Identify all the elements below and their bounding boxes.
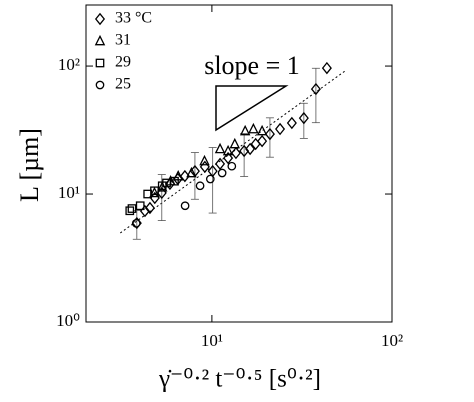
marker-square <box>135 201 145 211</box>
marker-triangle <box>229 137 241 149</box>
marker-triangle <box>186 166 197 178</box>
marker-triangle <box>149 186 160 198</box>
legend-marker <box>94 12 106 26</box>
marker-square <box>125 206 135 216</box>
marker-triangle <box>199 154 210 166</box>
legend-label: 29 <box>115 54 131 71</box>
legend-label: 33 °C <box>115 10 152 27</box>
marker-diamond <box>257 134 268 148</box>
legend-marker <box>95 58 105 68</box>
marker-triangle <box>214 142 226 154</box>
legend-label: 31 <box>115 32 131 49</box>
marker-diamond <box>298 111 309 125</box>
marker-circle <box>131 219 141 228</box>
reference-line <box>119 70 346 234</box>
marker-square <box>127 204 137 213</box>
marker-square <box>170 176 179 186</box>
marker-square <box>150 186 159 196</box>
x-tick-label: 10² <box>381 331 403 350</box>
marker-diamond <box>215 157 226 171</box>
marker-diamond <box>245 142 256 156</box>
marker-diamond <box>275 122 286 136</box>
marker-triangle <box>239 124 251 136</box>
marker-triangle <box>256 124 268 136</box>
x-tick-label: 10¹ <box>201 331 223 350</box>
marker-circle <box>217 168 227 178</box>
plot-frame <box>85 4 393 323</box>
marker-diamond <box>144 201 155 215</box>
annotation: slope = 1 <box>204 51 300 80</box>
marker-circle <box>180 201 190 211</box>
marker-diamond <box>230 146 241 160</box>
marker-circle <box>227 161 237 171</box>
marker-triangle <box>248 122 259 134</box>
y-tick-label: 10² <box>58 55 80 74</box>
legend-label: 25 <box>115 76 131 93</box>
marker-triangle <box>222 144 234 156</box>
x-axis-label: γ̇⁻⁰·² t⁻⁰·⁵ [s⁰·²] <box>158 366 321 393</box>
marker-diamond <box>264 127 275 141</box>
marker-circle <box>195 181 205 191</box>
marker-circle <box>205 174 215 184</box>
marker-diamond <box>286 116 297 130</box>
y-tick-label: 10⁰ <box>56 311 80 330</box>
slope-triangle <box>215 85 289 132</box>
legend-marker <box>95 80 105 90</box>
marker-diamond <box>321 61 332 75</box>
marker-diamond <box>223 151 234 165</box>
y-tick-label: 10¹ <box>58 183 80 202</box>
marker-diamond <box>310 82 321 96</box>
y-axis-label: L [µm] <box>15 128 44 202</box>
legend-marker <box>94 34 106 46</box>
